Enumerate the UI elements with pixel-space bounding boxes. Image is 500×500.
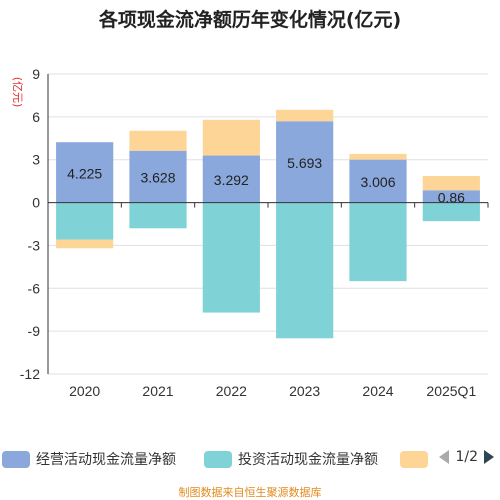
bar-financing [276, 109, 334, 122]
bar-operating [276, 121, 334, 203]
y-tick-label: 3 [32, 152, 40, 168]
bar-operating [56, 142, 114, 203]
bar-financing [56, 239, 114, 249]
bar-financing [202, 119, 260, 156]
legend-swatch-operating [2, 450, 30, 468]
bar-investing [56, 202, 114, 240]
chart-plot: (亿元) 9 6 3 0 -3 -6 -9 -12 4.225 2020 3.628 2021 3.292… [11, 66, 489, 399]
data-label: 3.292 [214, 172, 249, 188]
data-label: 3.628 [140, 170, 175, 186]
bar-operating [129, 150, 187, 203]
data-label: 3.006 [360, 174, 395, 190]
data-label: 5.693 [287, 155, 322, 171]
legend-pager: 1/2 [439, 449, 494, 465]
bar-investing [129, 202, 187, 229]
bar-financing [349, 153, 407, 160]
legend-item-investing[interactable]: 投资活动现金流量净额 [204, 449, 378, 469]
x-tick-label: 2024 [362, 383, 393, 399]
bar-investing [276, 202, 334, 339]
legend-prev-icon[interactable] [439, 450, 450, 464]
bar-investing [202, 202, 260, 313]
legend-page-indicator: 1/2 [455, 449, 478, 465]
legend-swatch-investing [204, 450, 232, 468]
x-tick-label: 2025Q1 [426, 383, 476, 399]
legend-item-financing[interactable] [400, 449, 434, 469]
y-tick-label: -6 [28, 280, 41, 296]
source-note: 制图数据来自恒生聚源数据库 [178, 486, 322, 499]
y-tick-label: -3 [28, 237, 41, 253]
legend-next-icon[interactable] [484, 450, 494, 464]
bar-financing [422, 176, 480, 191]
legend-item-operating[interactable]: 经营活动现金流量净额 [2, 449, 176, 469]
data-label: 0.86 [438, 189, 465, 205]
legend-swatch-financing [400, 450, 428, 468]
chart-title: 各项现金流净额历年变化情况(亿元) [98, 9, 402, 31]
x-tick-label: 2020 [69, 383, 100, 399]
y-tick-label: 0 [32, 195, 40, 211]
bar-investing [349, 202, 407, 282]
y-tick-label: 6 [32, 109, 40, 125]
x-tick-label: 2021 [142, 383, 173, 399]
bar-operating [202, 155, 260, 203]
x-tick-label: 2022 [216, 383, 247, 399]
x-tick-label: 2023 [289, 383, 320, 399]
y-tick-label: 9 [32, 66, 40, 82]
bar-operating [422, 190, 480, 203]
legend: 经营活动现金流量净额 投资活动现金流量净额 1/2 [0, 446, 500, 472]
legend-label-operating: 经营活动现金流量净额 [36, 452, 176, 468]
y-tick-label: -12 [20, 366, 40, 382]
bar-operating [349, 159, 407, 203]
bar-financing [129, 130, 187, 151]
y-axis-unit: (亿元) [11, 77, 24, 108]
data-label: 4.225 [67, 165, 102, 181]
bar-investing [422, 202, 480, 222]
legend-label-investing: 投资活动现金流量净额 [238, 452, 378, 468]
y-tick-label: -9 [28, 323, 41, 339]
